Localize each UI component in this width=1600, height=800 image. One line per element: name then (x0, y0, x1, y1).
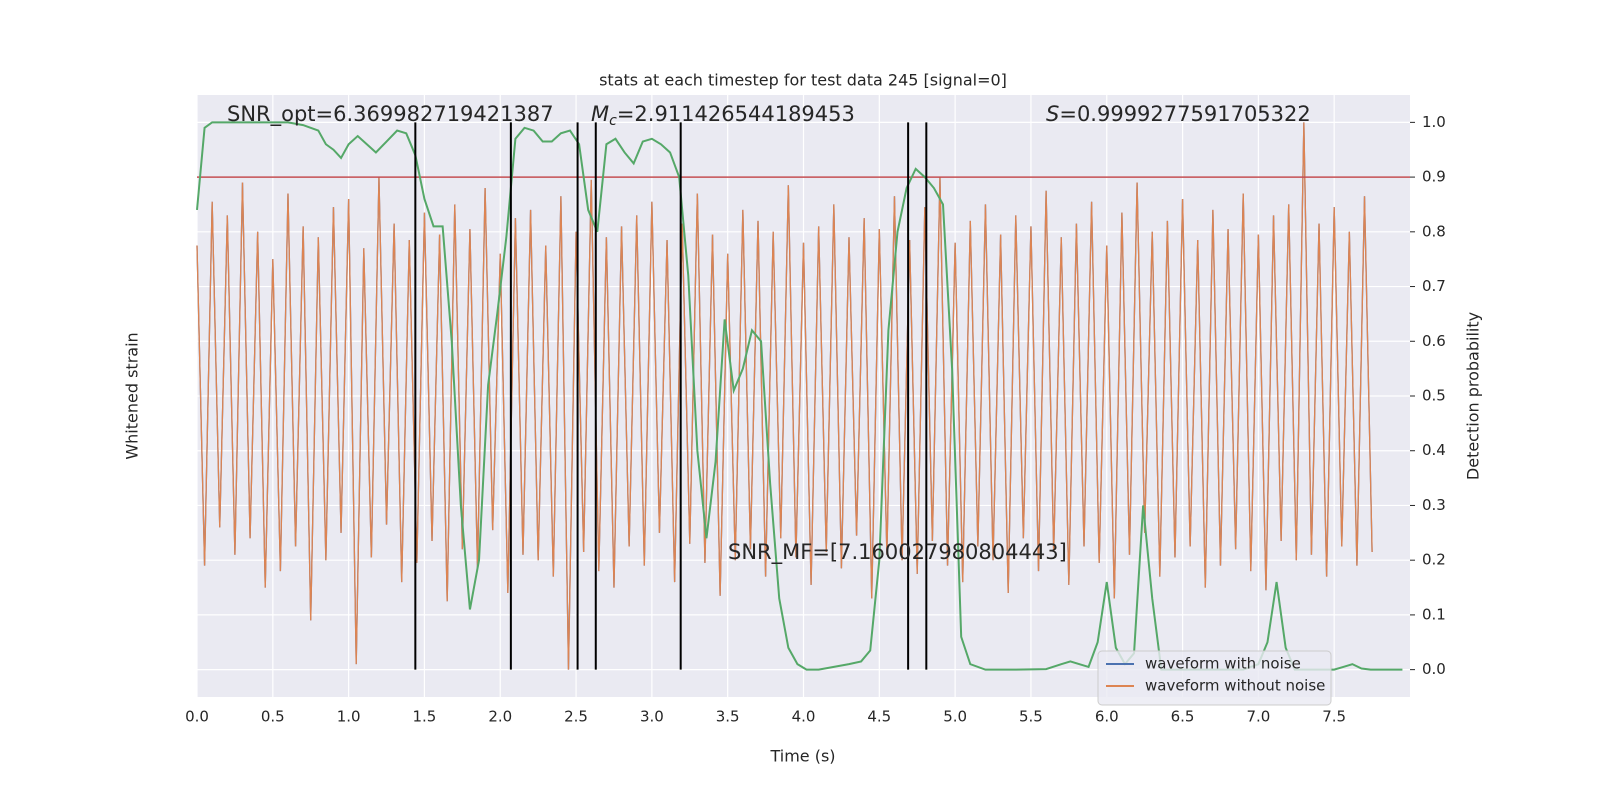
y2-tick-label: 0.4 (1422, 441, 1446, 459)
y2-tick-label: 0.5 (1422, 387, 1446, 405)
annotation-snr-opt: SNR_opt=6.369982719421387 (227, 102, 554, 127)
annotation-snr-mf: SNR_MF=[7.160027980804443] (728, 540, 1067, 565)
y2-tick-label: 0.1 (1422, 605, 1446, 623)
legend-label: waveform without noise (1145, 677, 1325, 695)
chart-title: stats at each timestep for test data 245… (599, 71, 1007, 90)
y2-tick-label: 0.2 (1422, 551, 1446, 569)
x-tick-label: 0.5 (261, 708, 285, 726)
x-tick-label: 1.5 (413, 708, 437, 726)
y2-axis-label: Detection probability (1464, 312, 1483, 480)
x-axis-label: Time (s) (769, 747, 835, 766)
x-tick-label: 4.5 (867, 708, 891, 726)
x-tick-label: 6.5 (1171, 708, 1195, 726)
x-tick-label: 5.0 (943, 708, 967, 726)
legend-label: waveform with noise (1145, 655, 1301, 673)
x-tick-label: 3.5 (716, 708, 740, 726)
x-tick-label: 2.5 (564, 708, 588, 726)
y2-tick-label: 0.6 (1422, 332, 1446, 350)
marks (196, 121, 1410, 671)
annotation-mc: Mc=2.911426544189453 (591, 102, 855, 129)
x-tick-label: 7.0 (1246, 708, 1270, 726)
legend: waveform with noise waveform without nois… (1097, 650, 1332, 706)
y2-tick-label: 0.3 (1422, 496, 1446, 514)
annotation-s: S=0.9999277591705322 (1046, 102, 1311, 126)
x-tick-label: 1.0 (337, 708, 361, 726)
x-tick-label: 2.0 (488, 708, 512, 726)
y2-tick-label: 0.9 (1422, 168, 1446, 186)
x-tick-label: 5.5 (1019, 708, 1043, 726)
x-tick-label: 0.0 (185, 708, 209, 726)
strain-line (196, 122, 1373, 670)
s-symbol: S (1046, 102, 1059, 126)
s-text: =0.9999277591705322 (1059, 102, 1310, 126)
probability-line (196, 121, 1403, 671)
x-tick-label: 4.0 (792, 708, 816, 726)
y-axis-label: Whitened strain (123, 332, 142, 459)
y2-tick-label: 0.7 (1422, 277, 1446, 295)
mc-subscript: c (609, 113, 617, 129)
x-tick-label: 7.5 (1322, 708, 1346, 726)
x-tick-label: 6.0 (1095, 708, 1119, 726)
y2-tick-label: 1.0 (1422, 113, 1446, 131)
mc-symbol: M (591, 102, 609, 126)
y2-tick-label: 0.8 (1422, 222, 1446, 240)
x-tick-label: 3.0 (640, 708, 664, 726)
mc-text: =2.911426544189453 (617, 102, 855, 126)
legend-box (1097, 650, 1332, 706)
y2-tick-label: 0.0 (1422, 660, 1446, 678)
